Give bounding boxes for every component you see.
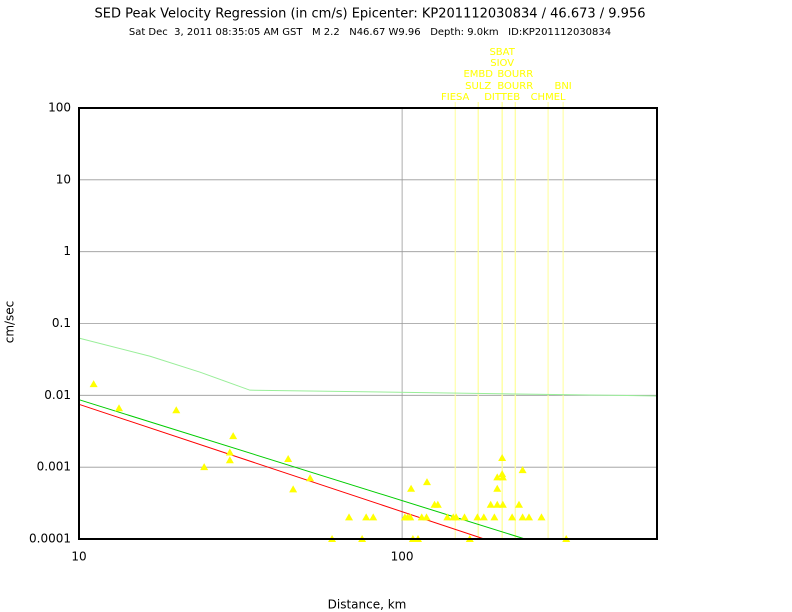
data-point bbox=[518, 513, 527, 521]
station-label: BOURR bbox=[497, 69, 533, 80]
data-point bbox=[479, 513, 488, 521]
data-point bbox=[422, 478, 431, 486]
station-label: FIESA bbox=[441, 92, 470, 103]
y-tick-label: 100 bbox=[48, 101, 71, 115]
station-label: BNI bbox=[554, 81, 571, 92]
data-point bbox=[498, 470, 507, 478]
x-axis-label: Distance, km bbox=[328, 598, 407, 612]
data-point bbox=[229, 432, 238, 440]
data-point bbox=[452, 513, 461, 521]
station-label: DITTEB bbox=[484, 92, 520, 103]
station-label: SBAT bbox=[489, 47, 515, 58]
data-point bbox=[406, 513, 415, 521]
data-point bbox=[524, 513, 533, 521]
data-point bbox=[369, 513, 378, 521]
plot-frame bbox=[78, 107, 658, 540]
data-point bbox=[514, 500, 523, 508]
station-label: EMBD bbox=[463, 69, 493, 80]
data-point bbox=[433, 500, 442, 508]
y-tick-label: 0.001 bbox=[37, 460, 71, 474]
data-point bbox=[306, 474, 315, 482]
station-label: CHMEL bbox=[531, 92, 566, 103]
data-point bbox=[473, 513, 482, 521]
data-point bbox=[89, 380, 98, 388]
data-point bbox=[345, 513, 354, 521]
data-point bbox=[498, 473, 507, 481]
data-point bbox=[493, 484, 502, 492]
data-point bbox=[490, 513, 499, 521]
regression-line bbox=[78, 403, 485, 540]
chart-subtitle: Sat Dec 3, 2011 08:35:05 AM GST M 2.2 N4… bbox=[129, 27, 611, 38]
data-point bbox=[443, 513, 452, 521]
regression-line bbox=[78, 337, 658, 397]
regression-line bbox=[78, 399, 526, 540]
y-tick-label: 10 bbox=[56, 172, 71, 186]
data-point bbox=[200, 463, 209, 471]
y-axis-label: cm/sec bbox=[3, 301, 17, 344]
data-point bbox=[407, 484, 416, 492]
data-point bbox=[493, 500, 502, 508]
data-point bbox=[493, 473, 502, 481]
data-point bbox=[362, 513, 371, 521]
y-tick-label: 0.1 bbox=[52, 316, 71, 330]
x-tick-label: 100 bbox=[391, 550, 414, 564]
station-label: SULZ bbox=[465, 81, 491, 92]
y-tick-label: 1 bbox=[63, 244, 71, 258]
data-point bbox=[422, 513, 431, 521]
chart-title: SED Peak Velocity Regression (in cm/s) E… bbox=[95, 7, 646, 22]
data-point bbox=[460, 513, 469, 521]
data-point bbox=[498, 454, 507, 462]
data-point bbox=[518, 466, 527, 474]
data-point bbox=[225, 456, 234, 464]
y-tick-label: 0.01 bbox=[44, 388, 71, 402]
data-point bbox=[225, 448, 234, 456]
data-point bbox=[498, 500, 507, 508]
data-point bbox=[537, 513, 546, 521]
station-label: SIOV bbox=[490, 58, 514, 69]
data-point bbox=[508, 513, 517, 521]
station-label: BOURR bbox=[497, 81, 533, 92]
data-point bbox=[115, 404, 124, 412]
y-tick-label: 0.0001 bbox=[29, 532, 71, 546]
data-point bbox=[172, 406, 181, 414]
x-tick-label: 10 bbox=[71, 550, 86, 564]
data-point bbox=[486, 500, 495, 508]
data-point bbox=[284, 454, 293, 462]
data-point bbox=[289, 485, 298, 493]
